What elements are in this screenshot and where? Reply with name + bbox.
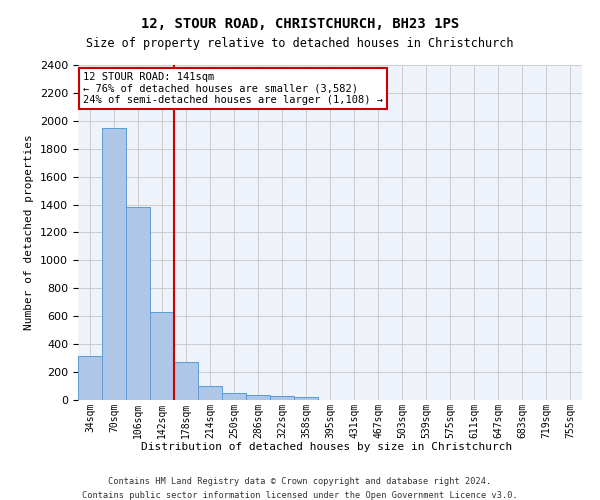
Text: Contains public sector information licensed under the Open Government Licence v3: Contains public sector information licen…: [82, 491, 518, 500]
Bar: [246, 395, 270, 400]
Bar: [294, 397, 318, 400]
Bar: [102, 128, 126, 400]
Bar: [150, 312, 174, 400]
Text: Size of property relative to detached houses in Christchurch: Size of property relative to detached ho…: [86, 38, 514, 51]
Text: 12, STOUR ROAD, CHRISTCHURCH, BH23 1PS: 12, STOUR ROAD, CHRISTCHURCH, BH23 1PS: [141, 18, 459, 32]
Bar: [198, 386, 222, 400]
Bar: [222, 394, 246, 400]
Bar: [78, 356, 102, 400]
Text: Contains HM Land Registry data © Crown copyright and database right 2024.: Contains HM Land Registry data © Crown c…: [109, 478, 491, 486]
Text: Distribution of detached houses by size in Christchurch: Distribution of detached houses by size …: [142, 442, 512, 452]
Bar: [270, 396, 294, 400]
Text: 12 STOUR ROAD: 141sqm
← 76% of detached houses are smaller (3,582)
24% of semi-d: 12 STOUR ROAD: 141sqm ← 76% of detached …: [83, 72, 383, 105]
Y-axis label: Number of detached properties: Number of detached properties: [25, 134, 34, 330]
Bar: [174, 362, 198, 400]
Bar: [126, 206, 150, 400]
